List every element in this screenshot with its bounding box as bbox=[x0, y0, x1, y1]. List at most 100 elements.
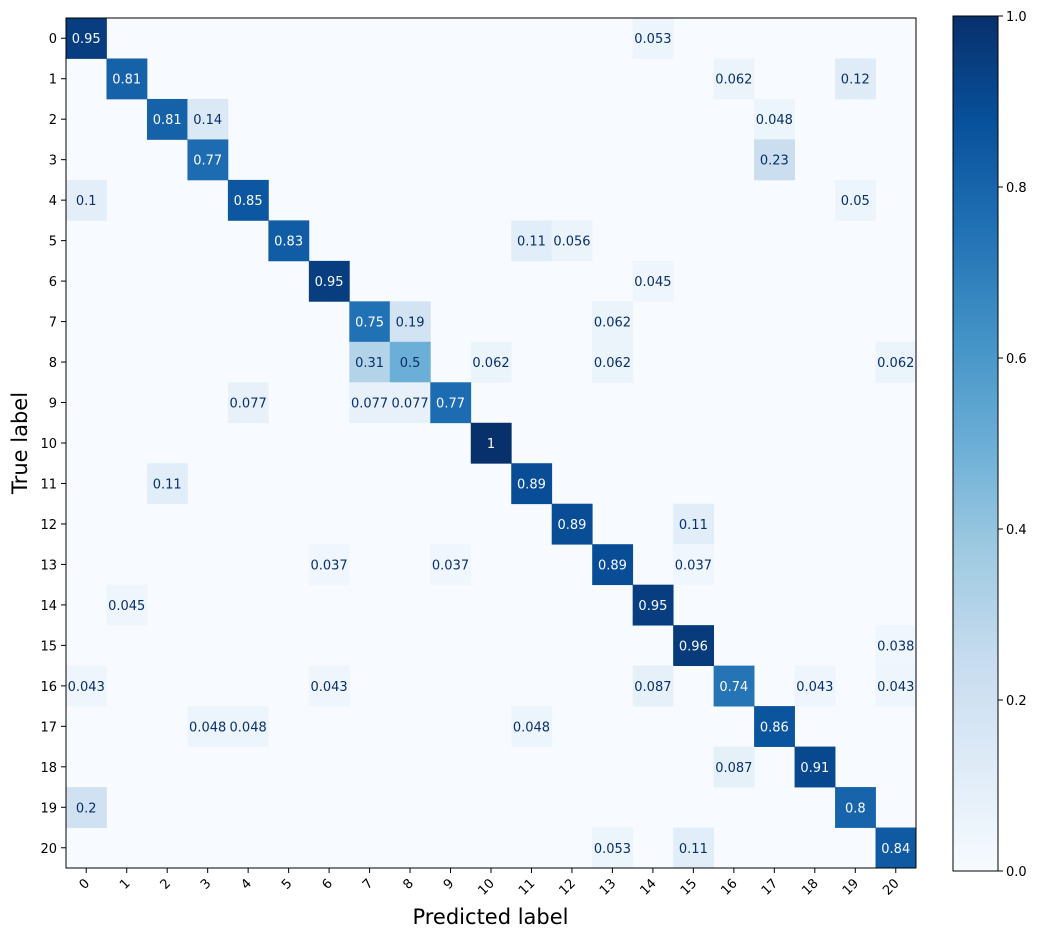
cell-value-label: 0.95 bbox=[72, 32, 101, 47]
cell-value-label: 0.048 bbox=[230, 720, 267, 735]
y-tick-label: 20 bbox=[40, 842, 57, 857]
y-tick-label: 2 bbox=[49, 113, 57, 128]
cell-value-label: 0.048 bbox=[513, 720, 550, 735]
heatmap-cell bbox=[632, 18, 674, 59]
heatmap-cell bbox=[754, 98, 795, 140]
cell-value-label: 0.95 bbox=[638, 599, 667, 614]
heatmap-cell bbox=[835, 58, 876, 100]
cell-value-label: 0.056 bbox=[553, 235, 590, 250]
heatmap-cell bbox=[511, 463, 553, 505]
x-tick-label: 11 bbox=[516, 876, 538, 898]
heatmap-cell bbox=[66, 18, 107, 59]
colorbar: 0.0 0.2 0.4 0.6 0.8 1.0 bbox=[952, 10, 1027, 880]
heatmap-cell bbox=[106, 584, 148, 626]
heatmap-cell bbox=[187, 706, 229, 747]
heatmap-cell bbox=[754, 706, 795, 747]
cell-value-label: 0.037 bbox=[310, 558, 347, 573]
y-tick-label: 8 bbox=[49, 356, 57, 371]
cell-value-label: 0.75 bbox=[355, 316, 384, 331]
x-tick-label: 1 bbox=[117, 876, 133, 892]
cell-value-label: 0.5 bbox=[400, 356, 421, 371]
heatmap-cell bbox=[713, 58, 755, 100]
colorbar-gradient bbox=[952, 15, 999, 872]
x-tick-label: 6 bbox=[319, 876, 335, 892]
cell-value-label: 1 bbox=[487, 437, 495, 452]
y-tick-label: 4 bbox=[49, 194, 57, 209]
x-tick-label: 12 bbox=[556, 876, 578, 898]
heatmap-cell bbox=[592, 827, 634, 869]
y-axis-label: True label bbox=[8, 392, 32, 495]
heatmap-cell bbox=[875, 665, 917, 707]
heatmap-cell bbox=[673, 827, 715, 869]
y-tick-label: 1 bbox=[49, 73, 57, 88]
heatmap-cell bbox=[227, 382, 269, 424]
y-tick-label: 6 bbox=[49, 275, 57, 290]
heatmap-cell bbox=[430, 544, 472, 586]
heatmap-cell bbox=[835, 179, 876, 221]
cell-value-label: 0.05 bbox=[841, 194, 870, 209]
cell-value-label: 0.053 bbox=[594, 842, 631, 857]
colorbar-tick-label: 0.4 bbox=[1006, 523, 1027, 538]
cell-value-label: 0.31 bbox=[355, 356, 384, 371]
cell-value-label: 0.11 bbox=[679, 842, 708, 857]
heatmap-cell bbox=[349, 301, 391, 343]
cell-value-label: 0.19 bbox=[396, 316, 425, 331]
x-axis-ticks: 0 1 2 3 4 5 6 7 8 9 10 11 12 13 14 15 16 17 18 19 20 bbox=[77, 868, 903, 899]
heatmap-cell bbox=[187, 139, 229, 181]
cell-value-label: 0.96 bbox=[679, 639, 708, 654]
cell-value-label: 0.14 bbox=[193, 113, 222, 128]
x-tick-label: 14 bbox=[637, 876, 659, 898]
heatmap-cell bbox=[66, 665, 107, 707]
cell-value-label: 0.8 bbox=[845, 801, 866, 816]
cell-value-label: 0.12 bbox=[841, 73, 870, 88]
cell-value-label: 0.043 bbox=[310, 680, 347, 695]
heatmap-cell bbox=[592, 341, 634, 383]
colorbar-tick-label: 0.2 bbox=[1006, 694, 1027, 709]
cell-value-label: 0.045 bbox=[634, 275, 671, 290]
heatmap-cell bbox=[673, 625, 715, 667]
x-tick-label: 7 bbox=[360, 876, 376, 892]
cell-value-label: 0.77 bbox=[436, 397, 465, 412]
cell-value-label: 0.89 bbox=[598, 558, 627, 573]
cell-value-label: 0.053 bbox=[634, 32, 671, 47]
cell-value-label: 0.077 bbox=[351, 397, 388, 412]
heatmap-cell bbox=[66, 787, 107, 828]
x-tick-label: 18 bbox=[799, 876, 821, 898]
heatmap-cell bbox=[673, 503, 715, 545]
y-tick-label: 17 bbox=[40, 720, 57, 735]
heatmap-cell bbox=[875, 625, 917, 667]
cell-value-label: 0.048 bbox=[189, 720, 226, 735]
y-tick-label: 13 bbox=[40, 558, 57, 573]
cell-value-label: 0.77 bbox=[193, 154, 222, 169]
cell-value-label: 0.087 bbox=[715, 761, 752, 776]
y-tick-label: 10 bbox=[40, 437, 57, 452]
x-tick-label: 8 bbox=[400, 876, 416, 892]
x-tick-label: 13 bbox=[597, 876, 619, 898]
x-tick-label: 20 bbox=[880, 876, 902, 898]
cell-value-label: 0.048 bbox=[756, 113, 793, 128]
heatmap-cell bbox=[187, 98, 229, 140]
cell-value-label: 0.062 bbox=[472, 356, 509, 371]
cell-value-label: 0.11 bbox=[153, 477, 182, 492]
cell-value-label: 0.087 bbox=[634, 680, 671, 695]
cell-value-label: 0.077 bbox=[230, 397, 267, 412]
heatmap-cell bbox=[308, 665, 350, 707]
heatmap-cell bbox=[268, 220, 310, 262]
colorbar-tick-label: 1.0 bbox=[1006, 10, 1027, 25]
y-tick-label: 12 bbox=[40, 518, 57, 533]
y-tick-label: 11 bbox=[40, 477, 57, 492]
heatmap-cell bbox=[106, 58, 148, 100]
x-tick-label: 10 bbox=[476, 876, 498, 898]
x-tick-label: 15 bbox=[678, 876, 700, 898]
heatmap-cell bbox=[349, 341, 391, 383]
heatmap-cell bbox=[511, 220, 553, 262]
heatmap-cell bbox=[835, 787, 876, 828]
cell-value-label: 0.11 bbox=[517, 235, 546, 250]
heatmap-cell bbox=[592, 301, 634, 343]
y-tick-label: 9 bbox=[49, 397, 57, 412]
cell-value-label: 0.043 bbox=[68, 680, 105, 695]
heatmap-cell bbox=[551, 503, 593, 545]
heatmap-cells bbox=[66, 18, 917, 869]
